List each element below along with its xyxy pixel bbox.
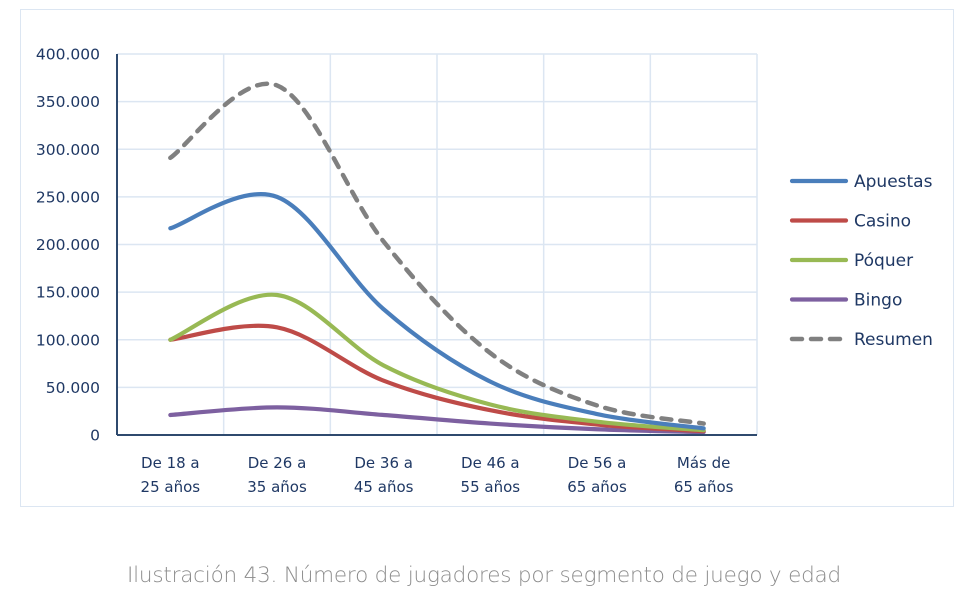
axes [116, 54, 757, 436]
legend-item: Póquer [789, 251, 913, 271]
series-line-apuestas [168, 192, 706, 431]
chart-frame [20, 9, 954, 507]
series-line-pquer [168, 292, 706, 433]
x-tick-label: Más de [677, 454, 730, 472]
x-tick-label: 45 años [354, 478, 414, 496]
x-axis-ticks: De 18 a 25 años De 26 a 35 años De 36 a 45 añ… [141, 454, 734, 496]
legend-label: Resumen [854, 330, 933, 350]
legend-item: Casino [789, 212, 911, 232]
y-tick-label: 50.000 [46, 379, 100, 397]
y-tick-label: 200.000 [36, 236, 100, 254]
y-tick-label: 350.000 [36, 93, 100, 111]
series-line-casino [168, 323, 706, 434]
x-tick-label: 65 años [674, 478, 734, 496]
x-tick-label: 65 años [567, 478, 627, 496]
x-tick-label: De 56 a [568, 454, 627, 472]
line-chart: 0 50.000 100.000 150.000 200.000 250.000 300.0… [36, 46, 933, 497]
legend-label: Apuestas [854, 172, 933, 192]
legend: Apuestas Casino Póquer Bingo Resumen [789, 172, 933, 350]
legend-label: Casino [854, 212, 911, 232]
gridlines [117, 53, 758, 435]
y-tick-label: 150.000 [36, 284, 100, 302]
y-tick-label: 400.000 [36, 46, 100, 64]
x-tick-label: De 26 a [248, 454, 307, 472]
legend-item: Bingo [789, 291, 902, 311]
series-line-bingo [168, 405, 706, 435]
y-axis-ticks: 0 50.000 100.000 150.000 200.000 250.000 300.0… [36, 46, 100, 445]
x-tick-label: De 36 a [354, 454, 413, 472]
y-tick-label: 300.000 [36, 141, 100, 159]
y-tick-label: 250.000 [36, 188, 100, 206]
x-tick-label: 55 años [461, 478, 521, 496]
x-tick-label: De 46 a [461, 454, 520, 472]
legend-label: Bingo [854, 291, 902, 311]
legend-item: Resumen [789, 330, 933, 350]
x-tick-label: 35 años [247, 478, 307, 496]
x-tick-label: 25 años [141, 478, 201, 496]
figure-caption: Ilustración 43. Número de jugadores por … [127, 563, 841, 588]
series-line-resumen [168, 81, 706, 426]
legend-item: Apuestas [789, 172, 933, 192]
y-tick-label: 100.000 [36, 331, 100, 349]
x-tick-label: De 18 a [141, 454, 200, 472]
series-lines [168, 81, 706, 435]
legend-label: Póquer [854, 251, 913, 271]
y-tick-label: 0 [90, 427, 100, 445]
